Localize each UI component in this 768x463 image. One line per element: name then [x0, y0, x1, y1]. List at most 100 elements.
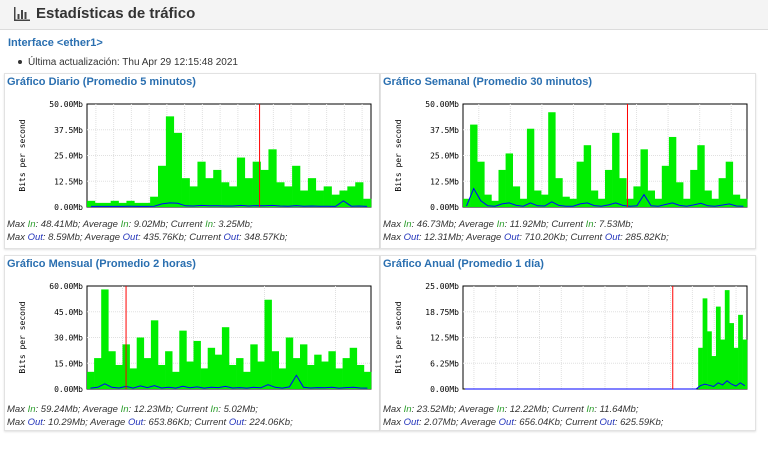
in-traffic-bar — [342, 358, 350, 389]
in-traffic-bar — [738, 314, 743, 389]
in-traffic-bar — [143, 358, 152, 389]
in-traffic-bar — [300, 344, 308, 389]
stat-current-value: : 7.53Mb; — [593, 219, 634, 230]
y-tick-label: 12.5Mb — [430, 334, 459, 343]
in-traffic-bar — [189, 186, 198, 207]
y-axis-label: Bits per second — [18, 119, 27, 191]
stat-current-value: : 285.82Kb; — [620, 232, 669, 243]
stat-label: Max — [383, 404, 404, 415]
y-tick-label: 0.00Mb — [54, 385, 83, 392]
in-traffic-bar — [355, 182, 364, 207]
in-traffic-bar — [314, 354, 322, 389]
in-traffic-bar — [271, 351, 279, 389]
stats-out-line: Max Out: 12.31Mb; Average Out: 710.20Kb;… — [383, 232, 669, 243]
in-traffic-bar — [339, 190, 348, 207]
stat-direction-out: Out — [122, 232, 138, 243]
in-traffic-bar — [512, 186, 521, 207]
in-traffic-bar — [229, 186, 238, 207]
stat-average-value: : 435.76Kb; Current — [137, 232, 224, 243]
last-update-text: Última actualización: Thu Apr 29 12:15:4… — [28, 57, 238, 68]
stat-average-value: : 653.86Kb; Current — [143, 417, 229, 428]
in-traffic-bar — [526, 128, 535, 207]
panel-title: Gráfico Mensual (Promedio 2 horas) — [7, 258, 196, 270]
in-traffic-bar — [260, 169, 269, 207]
in-traffic-bar — [733, 347, 739, 389]
stat-label: Max — [383, 417, 404, 428]
stats-out-line: Max Out: 2.07Mb; Average Out: 656.04Kb; … — [383, 417, 663, 428]
y-tick-label: 18.75Mb — [425, 308, 459, 317]
panel-title: Gráfico Anual (Promedio 1 día) — [383, 258, 544, 270]
in-traffic-bar — [605, 169, 613, 207]
stat-average-value: : 656.04Kb; Current — [513, 417, 600, 428]
in-traffic-bar — [236, 157, 246, 207]
in-traffic-bar — [126, 200, 135, 207]
in-traffic-bar — [102, 202, 111, 207]
daily-graph-panel: Gráfico Diario (Promedio 5 minutos) 0.00… — [4, 73, 380, 249]
yearly-graph-panel: Gráfico Anual (Promedio 1 día) 0.00Mb 6.2… — [380, 255, 756, 431]
in-traffic-bar — [150, 320, 159, 389]
stat-average-value: : 12.22Mb; Current — [504, 404, 587, 415]
in-traffic-bar — [697, 145, 705, 207]
in-traffic-bar — [300, 190, 309, 207]
in-traffic-bar — [115, 364, 123, 389]
y-tick-label: 12.5Mb — [54, 177, 83, 186]
in-traffic-bar — [207, 347, 216, 389]
in-traffic-bar — [729, 323, 734, 389]
in-traffic-bar — [470, 124, 478, 207]
in-traffic-bar — [590, 190, 599, 207]
in-traffic-bar — [562, 196, 570, 207]
y-tick-label: 50.00Mb — [425, 100, 459, 109]
y-tick-label: 0.00Mb — [430, 203, 459, 210]
in-traffic-bar — [328, 351, 336, 389]
stat-direction-in: In — [210, 404, 219, 415]
in-traffic-bar — [307, 364, 315, 389]
in-traffic-bar — [363, 371, 372, 389]
in-traffic-bar — [252, 161, 261, 207]
stat-direction-in: In — [27, 404, 36, 415]
stats-in-line: Max In: 46.73Mb; Average In: 11.92Mb; Cu… — [383, 219, 633, 230]
stats-in-line: Max In: 23.52Mb; Average In: 12.22Mb; Cu… — [383, 404, 638, 415]
stat-direction-in: In — [120, 219, 129, 230]
y-tick-label: 25.0Mb — [54, 152, 83, 161]
in-traffic-bar — [548, 112, 556, 207]
in-traffic-bar — [292, 358, 301, 389]
page-header: Estadísticas de tráfico — [0, 0, 768, 30]
in-traffic-bar — [244, 178, 253, 207]
in-traffic-bar — [647, 190, 655, 207]
stat-label: Max — [7, 417, 28, 428]
y-tick-label: 12.5Mb — [430, 177, 459, 186]
y-tick-label: 45.0Mb — [54, 308, 83, 317]
in-traffic-bar — [278, 368, 287, 389]
in-traffic-bar — [707, 331, 712, 389]
stat-direction-in: In — [496, 404, 505, 415]
yearly-traffic-chart: 0.00Mb6.25Mb12.5Mb18.75Mb25.00MbAprMayJu… — [394, 282, 748, 392]
stat-direction-out: Out — [223, 232, 239, 243]
stat-direction-out: Out — [127, 417, 144, 428]
stat-direction-out: Out — [27, 417, 43, 428]
in-traffic-bar — [221, 182, 230, 207]
in-traffic-bar — [576, 161, 584, 207]
out-traffic-line — [90, 200, 368, 207]
y-tick-label: 25.00Mb — [425, 282, 459, 291]
in-traffic-bar — [214, 354, 223, 389]
monthly-graph-panel: Gráfico Mensual (Promedio 2 horas) 0.00M… — [4, 255, 380, 431]
stat-direction-in: In — [585, 219, 594, 230]
weekly-traffic-chart: 0.00Mb12.5Mb25.0Mb37.5Mb50.00MbWedThuFri… — [394, 100, 748, 210]
in-traffic-bar — [307, 178, 317, 207]
stat-direction-in: In — [586, 404, 595, 415]
in-traffic-bar — [724, 290, 730, 389]
stat-direction-out: Out — [599, 417, 615, 428]
stat-max-value: : 8.59Mb; Average — [42, 232, 123, 243]
stat-max-value: : 23.52Mb; Average — [411, 404, 497, 415]
in-traffic-bar — [732, 194, 741, 207]
stats-out-line: Max Out: 8.59Mb; Average Out: 435.76Kb; … — [7, 232, 287, 243]
in-traffic-bar — [463, 198, 471, 207]
in-traffic-bar — [94, 358, 102, 389]
y-tick-label: 37.5Mb — [430, 126, 459, 135]
in-traffic-bar — [676, 182, 684, 207]
in-traffic-bar — [179, 330, 187, 389]
interface-label: Interface <ether1> — [8, 37, 103, 49]
out-traffic-line — [90, 374, 368, 389]
stat-average-value: : 11.92Mb; Current — [504, 219, 586, 230]
in-traffic-bar — [711, 198, 719, 207]
